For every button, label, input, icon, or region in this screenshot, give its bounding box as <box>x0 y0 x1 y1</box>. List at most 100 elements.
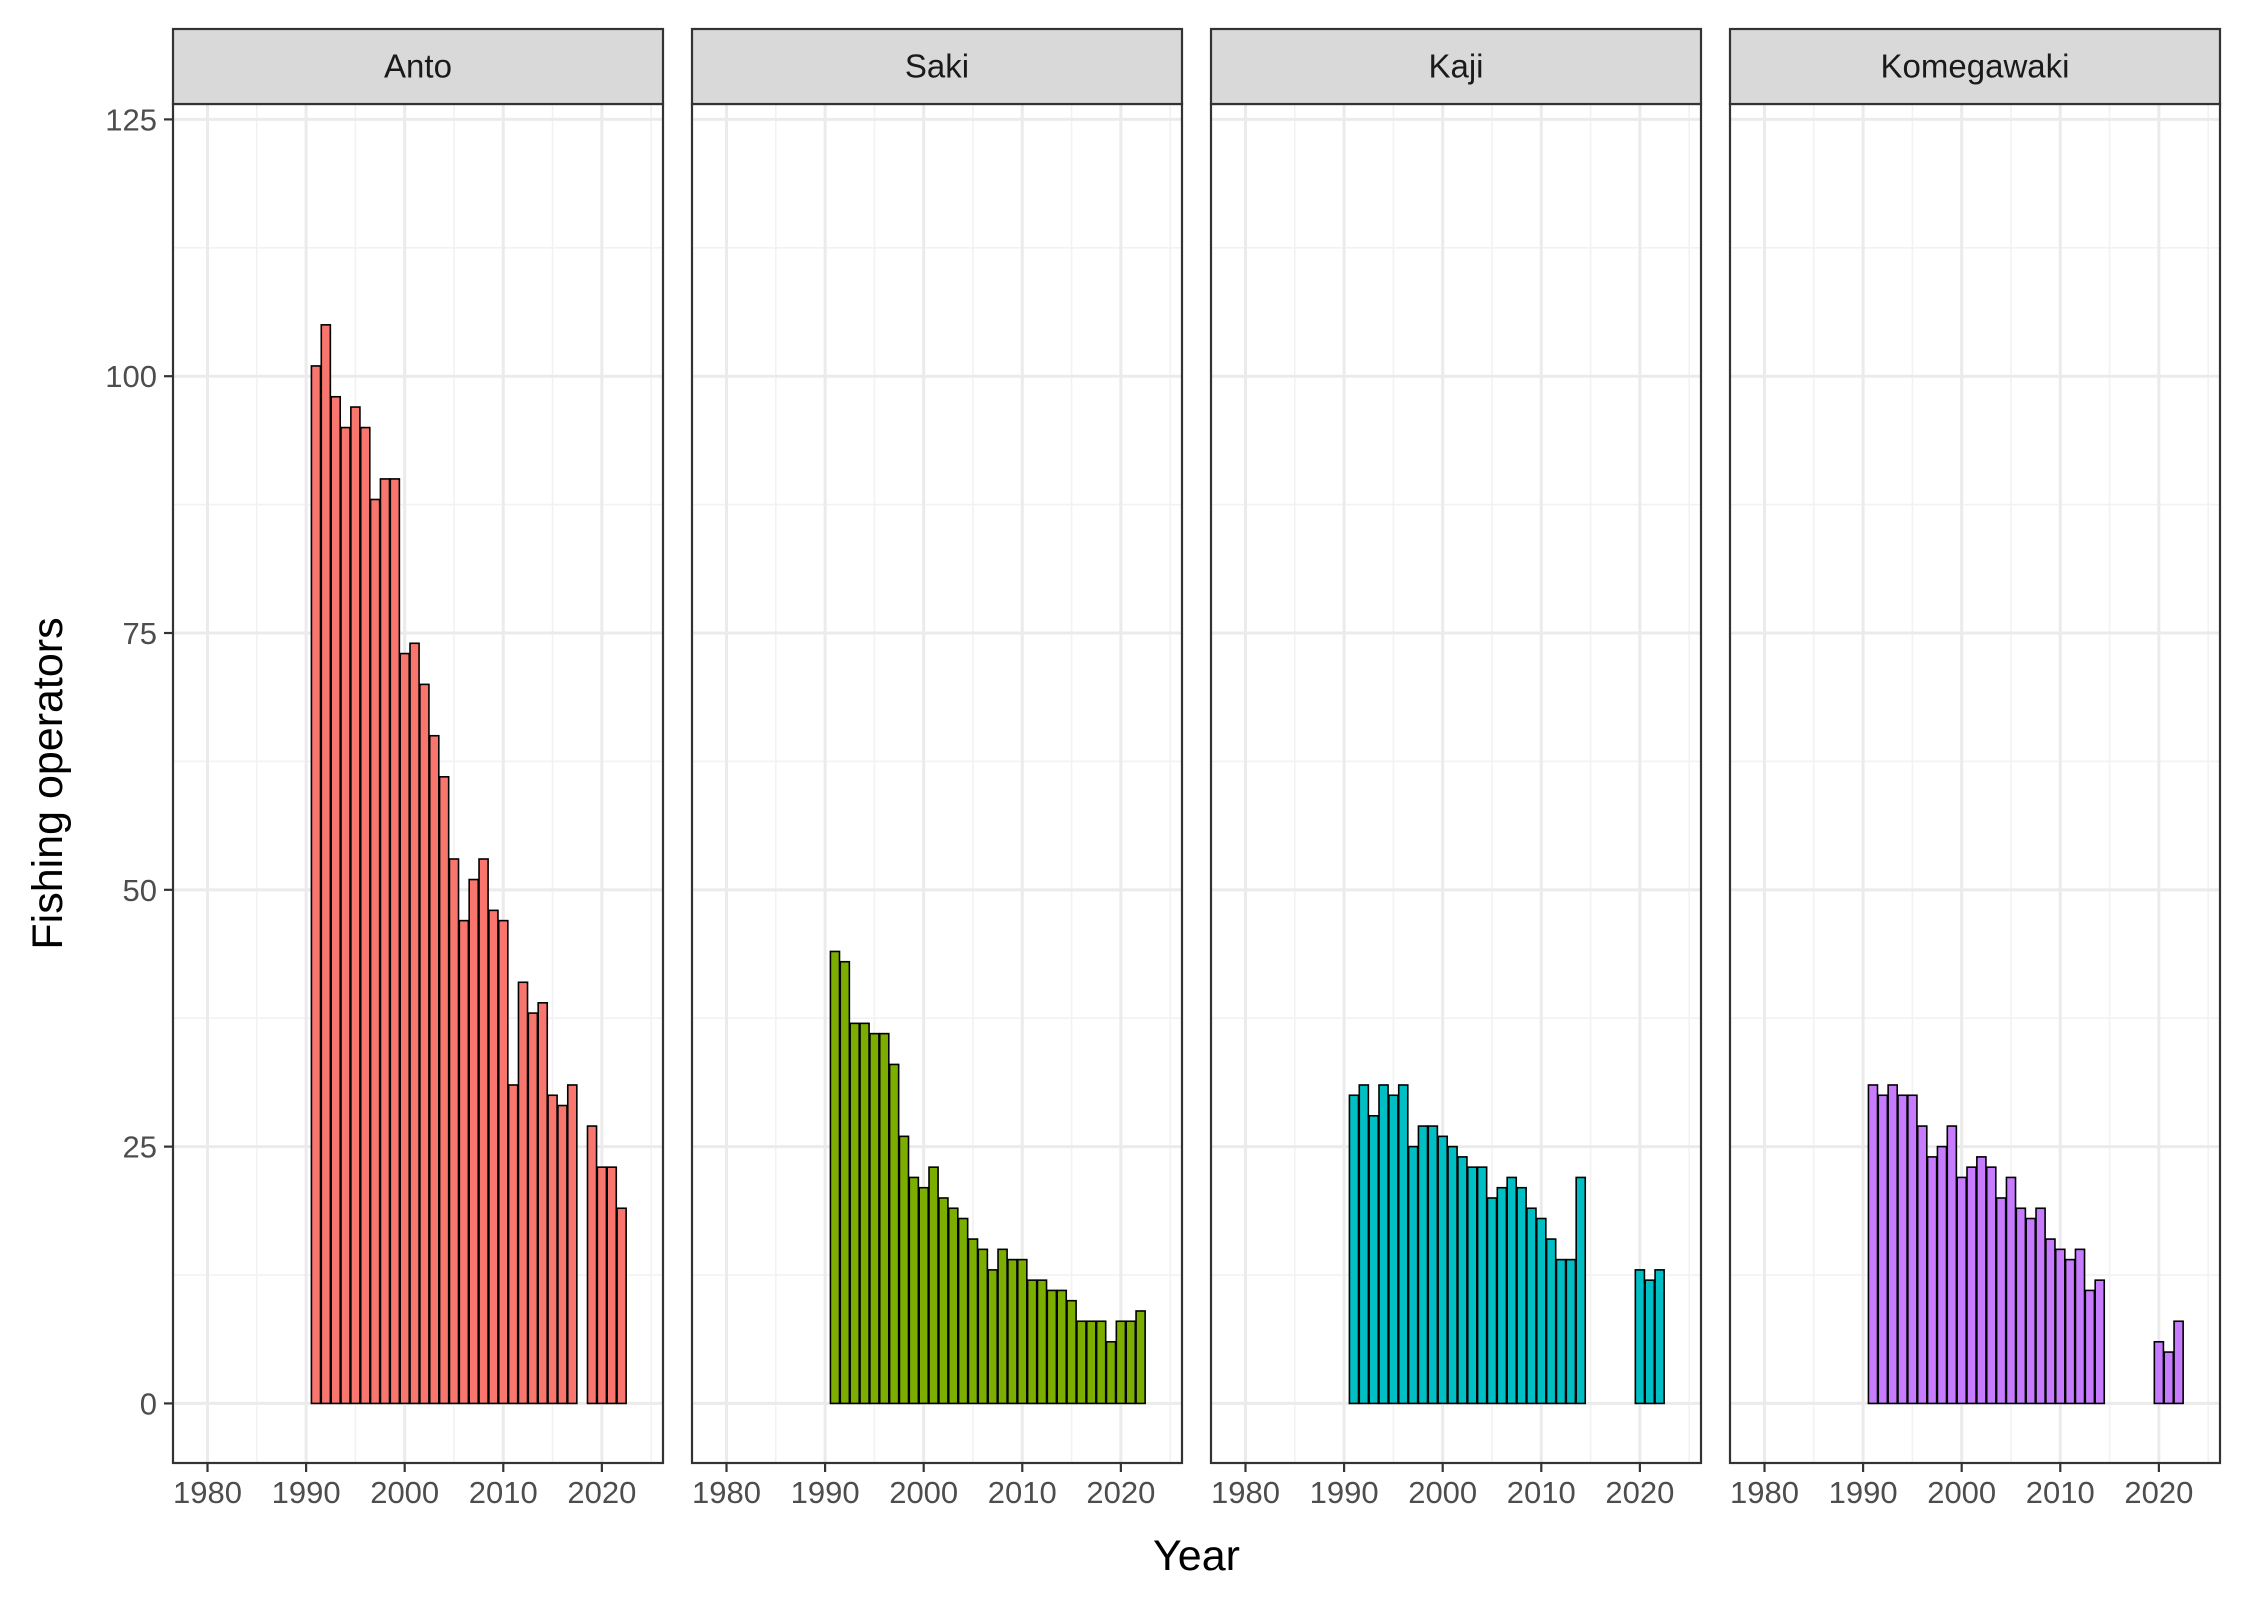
bar-saki-2017 <box>1087 1321 1096 1403</box>
bar-komegawaki-2005 <box>2006 1177 2015 1403</box>
bar-komegawaki-1996 <box>1918 1126 1927 1403</box>
bar-komegawaki-2013 <box>2085 1290 2094 1403</box>
bar-saki-2022 <box>1136 1311 1145 1403</box>
bar-kaji-2022 <box>1655 1270 1664 1404</box>
x-tick-label: 2020 <box>2124 1475 2193 1510</box>
bar-kaji-2012 <box>1556 1260 1565 1404</box>
bar-saki-1993 <box>850 1023 859 1403</box>
panel-saki: Saki1980 1990 2000 2010 2020 <box>692 29 1182 1510</box>
bar-anto-2005 <box>449 859 458 1403</box>
bar-anto-2015 <box>548 1095 557 1403</box>
bar-anto-1998 <box>380 479 389 1403</box>
bar-anto-2004 <box>440 777 449 1404</box>
bar-komegawaki-1999 <box>1947 1126 1956 1403</box>
x-tick-label: 2020 <box>1086 1475 1155 1510</box>
x-tick-label: 2000 <box>889 1475 958 1510</box>
bar-saki-2016 <box>1077 1321 1086 1403</box>
x-tick-label: 2010 <box>2026 1475 2095 1510</box>
bar-anto-2013 <box>528 1013 537 1403</box>
bar-saki-1997 <box>890 1064 899 1403</box>
bar-anto-2010 <box>499 921 508 1404</box>
bar-kaji-1999 <box>1428 1126 1437 1403</box>
y-tick-label: 100 <box>105 359 157 394</box>
bar-saki-2012 <box>1037 1280 1046 1403</box>
bar-kaji-2013 <box>1566 1260 1575 1404</box>
bar-saki-2021 <box>1126 1321 1135 1403</box>
bar-anto-2001 <box>410 643 419 1403</box>
bar-anto-2022 <box>617 1208 626 1403</box>
panel-anto: Anto1980 1990 2000 2010 2020 <box>173 29 663 1510</box>
bar-komegawaki-1997 <box>1928 1157 1937 1404</box>
bar-saki-2008 <box>998 1249 1007 1403</box>
bar-saki-2000 <box>919 1188 928 1404</box>
bar-komegawaki-2022 <box>2174 1321 2183 1403</box>
bar-kaji-1997 <box>1409 1147 1418 1404</box>
bar-saki-1994 <box>860 1023 869 1403</box>
bar-anto-2020 <box>597 1167 606 1403</box>
bar-saki-2014 <box>1057 1290 1066 1403</box>
bar-anto-1996 <box>361 428 370 1404</box>
x-tick-label: 1980 <box>1211 1475 1280 1510</box>
bar-anto-1999 <box>390 479 399 1403</box>
facet-strip-label: Kaji <box>1428 48 1483 85</box>
bar-komegawaki-1991 <box>1868 1085 1877 1403</box>
bar-komegawaki-2008 <box>2036 1208 2045 1403</box>
bar-kaji-1992 <box>1359 1085 1368 1403</box>
bar-saki-1995 <box>870 1034 879 1404</box>
bar-saki-2013 <box>1047 1290 1056 1403</box>
bar-anto-2016 <box>558 1106 567 1404</box>
bar-kaji-2008 <box>1517 1188 1526 1404</box>
bar-komegawaki-2014 <box>2095 1280 2104 1403</box>
bar-komegawaki-2006 <box>2016 1208 2025 1403</box>
y-tick-label: 0 <box>140 1386 157 1421</box>
bar-anto-1997 <box>371 499 380 1403</box>
y-tick-label: 75 <box>123 616 157 651</box>
bar-anto-2000 <box>400 654 409 1404</box>
x-tick-label: 1980 <box>692 1475 761 1510</box>
bar-saki-1992 <box>840 962 849 1404</box>
y-axis-title: Fishing operators <box>24 617 72 949</box>
bar-anto-1994 <box>341 428 350 1404</box>
y-tick-label: 25 <box>123 1130 157 1165</box>
bar-komegawaki-1994 <box>1898 1095 1907 1403</box>
bar-anto-2019 <box>587 1126 596 1403</box>
x-tick-label: 1990 <box>1310 1475 1379 1510</box>
bar-kaji-1998 <box>1418 1126 1427 1403</box>
x-tick-label: 1990 <box>1829 1475 1898 1510</box>
bar-kaji-2002 <box>1458 1157 1467 1404</box>
bar-saki-2001 <box>929 1167 938 1403</box>
bar-saki-2006 <box>978 1249 987 1403</box>
bar-kaji-2001 <box>1448 1147 1457 1404</box>
x-tick-label: 1990 <box>272 1475 341 1510</box>
x-tick-label: 1980 <box>1730 1475 1799 1510</box>
bar-saki-2018 <box>1097 1321 1106 1403</box>
bar-komegawaki-2001 <box>1967 1167 1976 1403</box>
bar-kaji-2000 <box>1438 1136 1447 1403</box>
bar-anto-2012 <box>518 982 527 1403</box>
bar-anto-2007 <box>469 880 478 1404</box>
x-tick-label: 2020 <box>567 1475 636 1510</box>
bar-komegawaki-2003 <box>1987 1167 1996 1403</box>
x-axis-title: Year <box>1153 1532 1240 1580</box>
bar-saki-2003 <box>949 1208 958 1403</box>
bar-saki-2002 <box>939 1198 948 1403</box>
bar-anto-2006 <box>459 921 468 1404</box>
x-tick-label: 2010 <box>469 1475 538 1510</box>
bar-anto-2009 <box>489 910 498 1403</box>
bar-saki-2010 <box>1018 1260 1027 1404</box>
bar-kaji-2003 <box>1468 1167 1477 1403</box>
x-tick-label: 1990 <box>791 1475 860 1510</box>
bar-anto-2021 <box>607 1167 616 1403</box>
bar-komegawaki-2002 <box>1977 1157 1986 1404</box>
bar-kaji-2009 <box>1527 1208 1536 1403</box>
bar-saki-2020 <box>1116 1321 1125 1403</box>
bar-kaji-1996 <box>1399 1085 1408 1403</box>
facet-strip-label: Anto <box>384 48 452 85</box>
panel-kaji: Kaji 1980 1990 2000 2010 2020 <box>1211 29 1701 1510</box>
bar-komegawaki-2020 <box>2154 1342 2163 1404</box>
bar-anto-2014 <box>538 1003 547 1404</box>
bar-saki-1996 <box>880 1034 889 1404</box>
bar-komegawaki-2011 <box>2066 1260 2075 1404</box>
bar-saki-1991 <box>830 951 839 1403</box>
